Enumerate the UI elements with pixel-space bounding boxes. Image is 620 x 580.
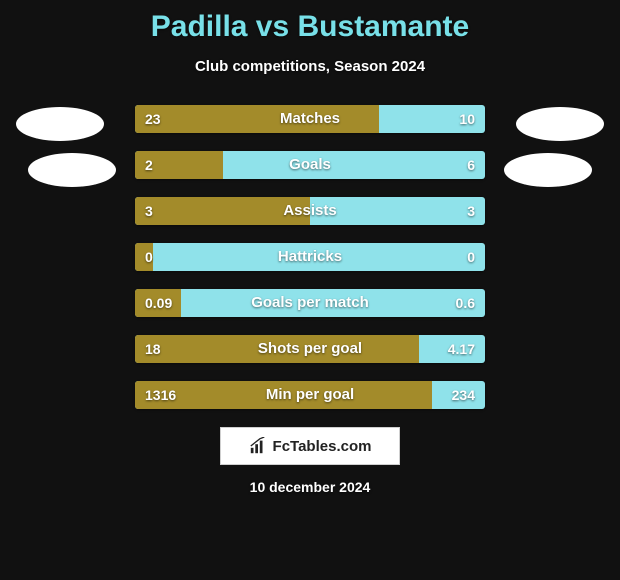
player-right-avatar-2 xyxy=(504,153,592,187)
stat-bars: 2310Matches 26Goals 33Assists 00Hattricks 0.… xyxy=(135,105,485,409)
stat-row: 00Hattricks xyxy=(135,243,485,271)
bar-left-segment xyxy=(135,289,181,317)
bar-left-segment xyxy=(135,151,223,179)
bar-right-segment xyxy=(135,289,485,317)
stat-row: 33Assists xyxy=(135,197,485,225)
bar-left-segment xyxy=(135,243,153,271)
stat-row: 2310Matches xyxy=(135,105,485,133)
bar-right-segment xyxy=(135,243,485,271)
stat-row: 26Goals xyxy=(135,151,485,179)
player-right-avatar-1 xyxy=(516,107,604,141)
site-name: FcTables.com xyxy=(273,438,372,455)
stat-row: 1316234Min per goal xyxy=(135,381,485,409)
comparison-area: 2310Matches 26Goals 33Assists 00Hattricks 0.… xyxy=(0,105,620,409)
page-title: Padilla vs Bustamante xyxy=(0,0,620,44)
bar-left-segment xyxy=(135,105,379,133)
date-label: 10 december 2024 xyxy=(0,479,620,495)
player-left-avatar-2 xyxy=(28,153,116,187)
stat-row: 184.17Shots per goal xyxy=(135,335,485,363)
subtitle: Club competitions, Season 2024 xyxy=(0,58,620,75)
player-left-avatar-1 xyxy=(16,107,104,141)
bar-left-segment xyxy=(135,197,310,225)
site-badge: FcTables.com xyxy=(220,427,400,465)
bar-left-segment xyxy=(135,335,419,363)
stat-row: 0.090.6Goals per match xyxy=(135,289,485,317)
bar-left-segment xyxy=(135,381,432,409)
chart-icon xyxy=(249,437,267,455)
